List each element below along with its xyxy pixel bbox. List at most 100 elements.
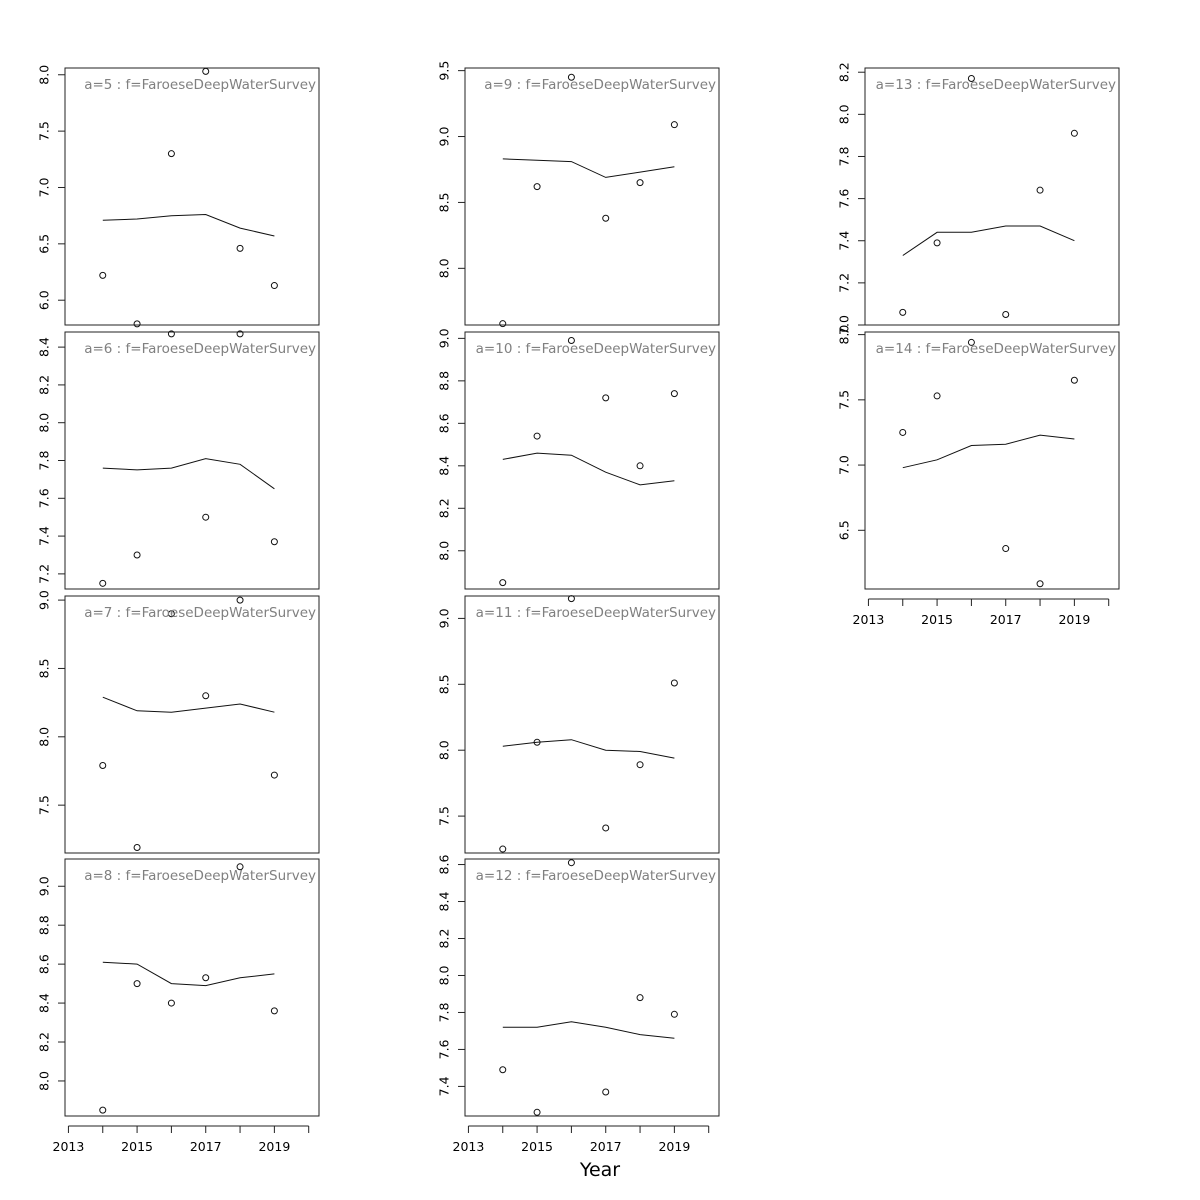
data-point — [1036, 186, 1044, 194]
data-point — [636, 761, 644, 769]
panel-7: 7.4 7.6 7.8 8.0 8.2 8.4 8.6 2013 2015 2017 2019 a=1… — [437, 855, 720, 1154]
y-tick-label: 8.2 — [37, 375, 52, 395]
y-tick-label: 8.6 — [37, 954, 52, 974]
data-point — [602, 394, 610, 402]
data-point — [167, 150, 175, 158]
x-tick-label: 2019 — [1058, 612, 1090, 627]
panel-9: 6.5 7.0 7.5 8.0 2013 2015 2017 2019 a=14 : f=Far… — [837, 325, 1120, 627]
data-point — [236, 596, 244, 604]
y-tick-label: 7.2 — [37, 564, 52, 584]
y-tick-label: 9.0 — [37, 876, 52, 896]
y-tick-label: 9.0 — [37, 590, 52, 610]
data-point — [167, 330, 175, 338]
data-point — [202, 513, 210, 521]
data-point — [133, 844, 141, 852]
data-point — [567, 859, 575, 867]
data-point — [533, 432, 541, 440]
panel-frame — [464, 595, 720, 854]
y-tick-label: 6.5 — [37, 234, 52, 254]
y-tick-label: 8.4 — [37, 993, 52, 1013]
data-point — [933, 392, 941, 400]
fitted-line — [102, 213, 275, 237]
data-point — [967, 75, 975, 83]
y-tick-label: 8.0 — [37, 65, 52, 85]
panel-title: a=14 : f=FaroeseDeepWaterSurvey — [876, 341, 1116, 357]
data-point — [236, 244, 244, 252]
y-tick-label: 7.6 — [837, 189, 852, 209]
data-point — [636, 994, 644, 1002]
data-point — [670, 1010, 678, 1018]
panel-frame — [464, 858, 720, 1117]
y-tick-label: 9.0 — [437, 328, 452, 348]
x-tick-label: 2017 — [990, 612, 1022, 627]
panel-4: 8.0 8.5 9.0 9.5 a=9 : f=FaroeseDeepWaterSurv… — [437, 61, 720, 328]
y-tick-label: 7.8 — [37, 451, 52, 471]
panel-frame — [64, 331, 320, 590]
x-tick-label: 2015 — [121, 1139, 153, 1154]
panel-title: a=11 : f=FaroeseDeepWaterSurvey — [476, 605, 716, 621]
y-tick-label: 8.2 — [437, 498, 452, 518]
fitted-line — [502, 739, 675, 759]
y-tick-label: 8.4 — [437, 892, 452, 912]
panel-frame — [864, 67, 1120, 326]
data-point — [1070, 376, 1078, 384]
panel-frame — [64, 858, 320, 1117]
fitted-line — [502, 158, 675, 178]
data-point — [602, 824, 610, 832]
x-tick-label: 2017 — [590, 1139, 622, 1154]
data-point — [602, 214, 610, 222]
fitted-line — [902, 434, 1075, 469]
data-point — [133, 980, 141, 988]
data-point — [133, 551, 141, 559]
panel-5: 8.0 8.2 8.4 8.6 8.8 9.0 a=10 : f=FaroeseDeepWa… — [437, 328, 720, 590]
data-point — [99, 762, 107, 770]
y-tick-label: 6.5 — [837, 520, 852, 540]
data-point — [636, 179, 644, 187]
data-point — [133, 320, 141, 328]
panel-title: a=12 : f=FaroeseDeepWaterSurvey — [476, 868, 716, 884]
y-tick-label: 8.5 — [437, 192, 452, 212]
y-tick-label: 7.8 — [437, 1002, 452, 1022]
data-point — [236, 330, 244, 338]
data-point — [670, 679, 678, 687]
data-point — [499, 845, 507, 853]
data-point — [270, 771, 278, 779]
y-tick-label: 8.0 — [37, 727, 52, 747]
data-point — [99, 1106, 107, 1114]
y-tick-label: 6.0 — [37, 290, 52, 310]
panel-1: 7.2 7.4 7.6 7.8 8.0 8.2 8.4 a=6 : f=FaroeseDeep… — [37, 330, 320, 590]
data-point — [99, 579, 107, 587]
y-tick-label: 8.0 — [437, 740, 452, 760]
data-point — [567, 336, 575, 344]
data-point — [670, 390, 678, 398]
y-tick-label: 8.5 — [437, 674, 452, 694]
data-point — [602, 1088, 610, 1096]
data-point — [899, 428, 907, 436]
data-point — [1002, 545, 1010, 553]
fitted-line — [502, 452, 675, 486]
data-point — [899, 308, 907, 316]
panel-frame — [464, 331, 720, 590]
data-point — [202, 67, 210, 75]
y-tick-label: 7.2 — [837, 273, 852, 293]
y-tick-label: 8.6 — [437, 855, 452, 875]
data-point — [636, 462, 644, 470]
panel-frame — [464, 67, 720, 326]
panel-title: a=7 : f=FaroeseDeepWaterSurvey — [84, 605, 316, 621]
panel-frame — [64, 595, 320, 854]
panel-frame — [864, 331, 1120, 590]
y-tick-label: 7.5 — [837, 390, 852, 410]
panel-title: a=8 : f=FaroeseDeepWaterSurvey — [84, 868, 316, 884]
y-tick-label: 8.0 — [837, 104, 852, 124]
panel-title: a=9 : f=FaroeseDeepWaterSurvey — [484, 77, 716, 93]
y-tick-label: 7.8 — [837, 146, 852, 166]
panel-title: a=10 : f=FaroeseDeepWaterSurvey — [476, 341, 716, 357]
y-tick-label: 7.4 — [837, 231, 852, 251]
data-point — [499, 579, 507, 587]
y-tick-label: 8.0 — [37, 413, 52, 433]
y-tick-label: 7.0 — [37, 178, 52, 198]
x-tick-label: 2013 — [53, 1139, 85, 1154]
data-point — [99, 271, 107, 279]
data-point — [1036, 580, 1044, 588]
data-point — [533, 738, 541, 746]
